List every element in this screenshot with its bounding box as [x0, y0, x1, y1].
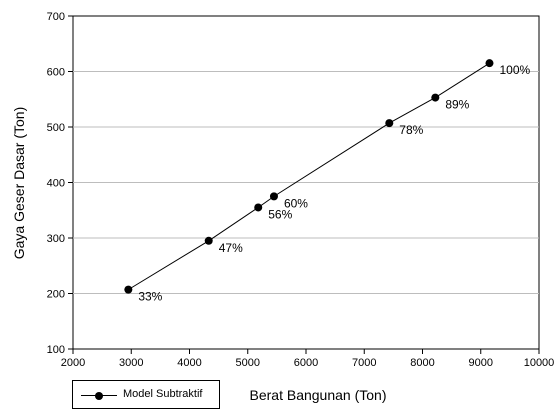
data-label: 78%	[399, 123, 423, 137]
data-point	[254, 203, 263, 212]
data-series	[124, 59, 494, 294]
data-point	[485, 59, 494, 68]
x-tick-label: 9000	[469, 357, 493, 369]
y-tick-label: 700	[47, 11, 65, 23]
data-labels: 33% 47% 56%60% 78% 89% 100%	[138, 63, 530, 303]
y-tick-label: 500	[47, 122, 65, 134]
x-axis-label: Berat Bangunan (Ton)	[250, 387, 387, 403]
y-tick-label: 100	[47, 344, 65, 356]
data-point	[269, 192, 278, 201]
data-label: 60%	[284, 196, 308, 210]
x-tick-label: 4000	[177, 357, 201, 369]
x-tick-label: 6000	[294, 357, 318, 369]
y-tick-label: 300	[47, 233, 65, 245]
data-point	[385, 119, 394, 128]
data-label: 33%	[138, 290, 162, 304]
y-tick-label: 400	[47, 178, 65, 190]
legend-marker	[94, 391, 103, 400]
x-tick-label: 2000	[61, 357, 85, 369]
data-label: 47%	[219, 241, 243, 255]
y-tick-label: 200	[47, 289, 65, 301]
x-tick-label: 3000	[119, 357, 143, 369]
data-point	[431, 93, 440, 102]
gridlines	[73, 71, 539, 294]
x-tick-label: 10000	[524, 357, 554, 369]
x-tick-label: 8000	[410, 357, 434, 369]
data-point	[124, 285, 133, 294]
data-point	[204, 236, 213, 245]
x-tick-label: 5000	[236, 357, 260, 369]
axis-ticks: 100 200 300 400 500 600 700 2000 3000 4000 5000 600…	[47, 11, 554, 369]
data-label: 89%	[445, 98, 469, 112]
data-label: 56%	[268, 207, 292, 221]
legend-label: Model Subtraktif	[123, 388, 203, 400]
x-tick-label: 7000	[352, 357, 376, 369]
y-axis-label: Gaya Geser Dasar (Ton)	[11, 107, 27, 260]
y-tick-label: 600	[47, 67, 65, 79]
data-label: 100%	[499, 63, 530, 77]
legend: Model Subtraktif	[72, 380, 220, 409]
